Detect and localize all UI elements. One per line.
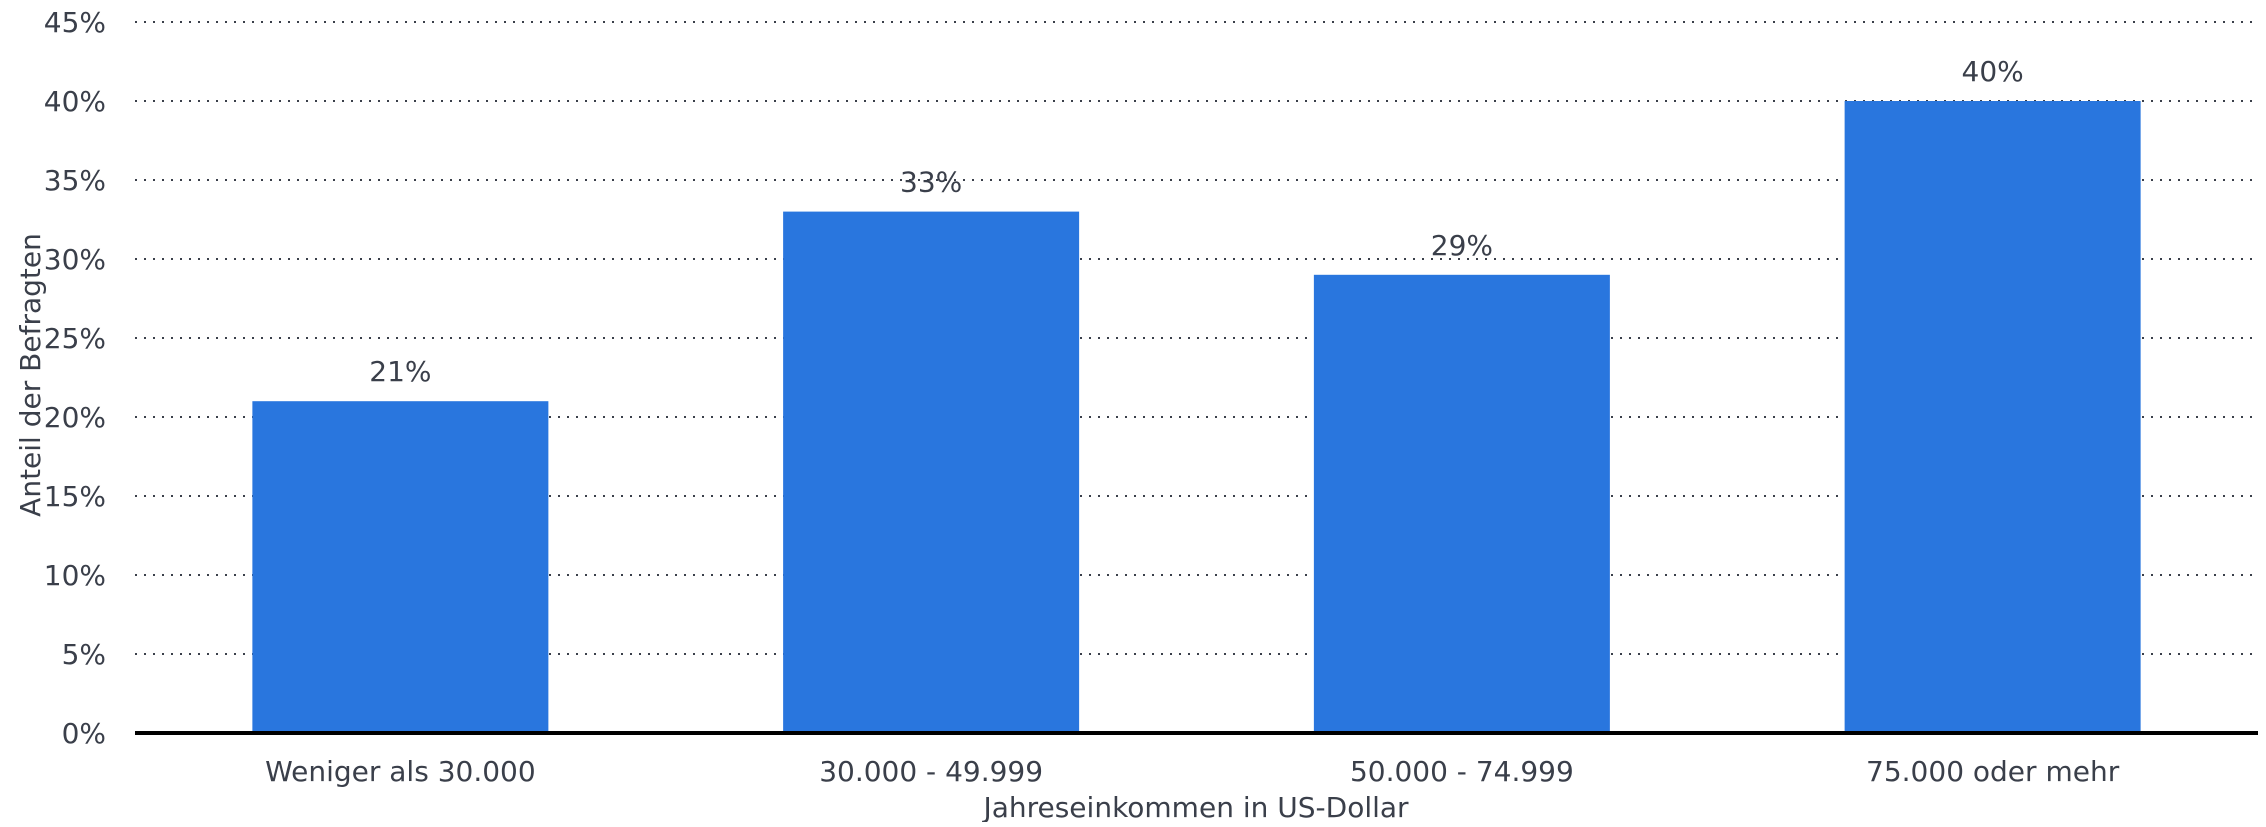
y-tick-label: 10% xyxy=(44,559,106,592)
x-category-label: 30.000 - 49.999 xyxy=(819,755,1043,788)
bars xyxy=(252,101,2141,734)
y-tick-label: 25% xyxy=(44,322,106,355)
y-axis-ticks: 0% 5% 10% 15% 20% 25% 30% 35% 40% 45% xyxy=(44,6,106,750)
bar-value-label: 33% xyxy=(900,166,962,199)
bar-value-label: 21% xyxy=(369,355,431,388)
y-tick-label: 5% xyxy=(62,638,106,671)
bar xyxy=(252,401,549,733)
bar xyxy=(1844,101,2141,733)
x-category-label: 50.000 - 74.999 xyxy=(1350,755,1574,788)
y-tick-label: 30% xyxy=(44,243,106,276)
y-tick-label: 15% xyxy=(44,480,106,513)
x-category-label: 75.000 oder mehr xyxy=(1866,755,2120,788)
x-category-label: Weniger als 30.000 xyxy=(265,755,536,788)
bar xyxy=(1313,274,1610,733)
y-tick-label: 0% xyxy=(62,717,106,750)
data-labels: 21% 33% 29% 40% xyxy=(369,55,2023,388)
bar xyxy=(783,211,1080,734)
x-axis-categories: Weniger als 30.000 30.000 - 49.999 50.000 … xyxy=(265,755,2120,788)
y-tick-label: 45% xyxy=(44,6,106,39)
y-axis-title: Anteil der Befragten xyxy=(14,233,47,517)
x-axis-title: Jahreseinkommen in US-Dollar xyxy=(981,791,1409,822)
y-tick-label: 35% xyxy=(44,164,106,197)
y-tick-label: 20% xyxy=(44,401,106,434)
bar-value-label: 29% xyxy=(1431,229,1493,262)
bar-value-label: 40% xyxy=(1962,55,2024,88)
y-tick-label: 40% xyxy=(44,85,106,118)
